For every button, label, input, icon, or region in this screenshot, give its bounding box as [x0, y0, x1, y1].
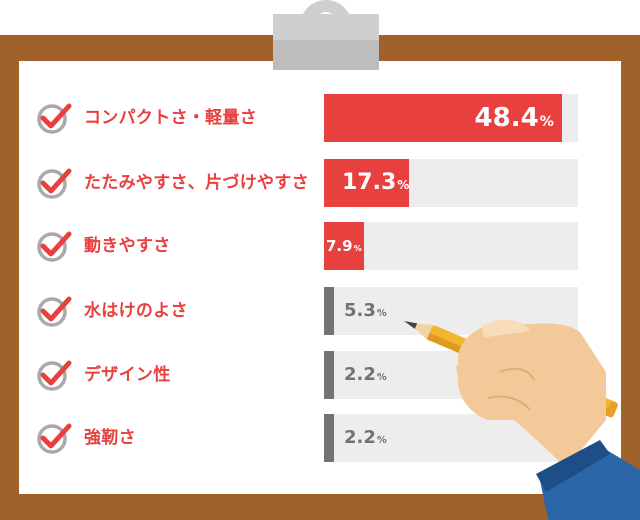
category-label: 動きやすさ [84, 236, 171, 256]
bar [324, 287, 334, 335]
category-label: 強靭さ [84, 428, 136, 448]
bar [324, 414, 334, 462]
value-label: 48.4% [474, 103, 554, 133]
checkmark-icon [37, 103, 72, 134]
bar [324, 351, 334, 399]
value-label: 5.3% [344, 300, 387, 321]
category-label: 水はけのよさ [84, 301, 188, 321]
bar [324, 222, 364, 270]
checkmark-icon [37, 296, 72, 327]
bar [324, 159, 409, 207]
checkmark-icon [37, 360, 72, 391]
chart-row: コンパクトさ・軽量さ 48.4% [0, 93, 640, 143]
value-label: 2.2% [344, 427, 387, 448]
bar-track: 17.3% [324, 159, 578, 207]
value-label: 7.9% [326, 237, 362, 255]
category-label: たたみやすさ、片づけやすさ [84, 173, 309, 193]
checkmark-icon [37, 231, 72, 262]
checkmark-icon [37, 168, 72, 199]
clip-base [273, 14, 379, 70]
chart-row: 動きやすさ 7.9% [0, 221, 640, 271]
checkmark-icon [37, 423, 72, 454]
value-label: 2.2% [344, 364, 387, 385]
bar-track: 48.4% [324, 94, 578, 142]
category-label: デザイン性 [84, 365, 171, 385]
bar [324, 94, 562, 142]
value-label: 17.3% [342, 170, 410, 195]
chart-row: たたみやすさ、片づけやすさ 17.3% [0, 158, 640, 208]
category-label: コンパクトさ・軽量さ [84, 108, 257, 128]
bar-track: 7.9% [324, 222, 578, 270]
